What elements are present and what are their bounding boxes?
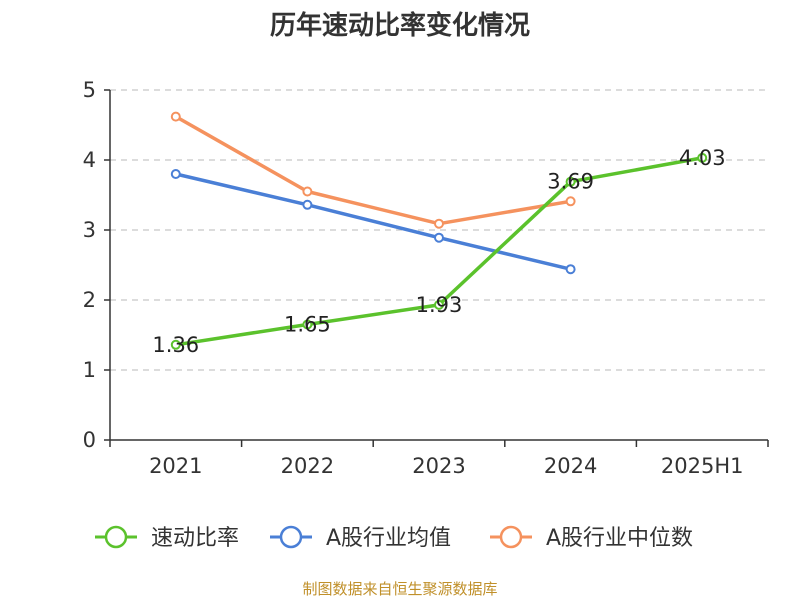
x-tick-label-2023: 2023: [412, 454, 465, 478]
legend-item-2: A股行业中位数: [490, 525, 693, 551]
point-s0-2023: [434, 299, 444, 310]
legend-label: A股行业中位数: [546, 526, 693, 551]
point-s2-2023: [434, 218, 444, 229]
x-tick-label-2024: 2024: [544, 454, 597, 478]
x-tick-label-2025H1: 2025H1: [661, 454, 744, 478]
data-label-2021: 1.36: [152, 333, 199, 357]
point-s1-2022: [302, 199, 313, 210]
y-tick-label-3: 3: [83, 218, 96, 242]
y-tick-label-0: 0: [83, 428, 96, 452]
y-tick-label-5: 5: [83, 78, 96, 102]
legend-label: 速动比率: [151, 526, 239, 551]
data-label-2024: 3.69: [547, 170, 594, 194]
legend-marker: [279, 525, 303, 549]
legend-marker: [104, 525, 128, 549]
point-s1-2021: [170, 169, 181, 179]
y-tick-label-2: 2: [83, 288, 96, 312]
legend-item-0: 速动比率: [95, 525, 239, 551]
y-tick-label-4: 4: [83, 148, 96, 172]
grid-lines: [110, 89, 768, 371]
point-s1-2023: [434, 232, 444, 243]
source-note: 制图数据来自恒生聚源数据库: [302, 580, 497, 598]
data-label-2022: 1.65: [284, 313, 331, 337]
legend-item-1: A股行业均值: [270, 525, 451, 551]
point-s0-2025H1: [697, 152, 708, 163]
point-s2-2022: [302, 186, 313, 197]
legend-label: A股行业均值: [326, 526, 451, 551]
legend: 速动比率 A股行业均值 A股行业中位数: [95, 525, 693, 551]
chart-title: 历年速动比率变化情况: [270, 10, 530, 41]
series-layer: [170, 111, 708, 350]
x-tick-label-2021: 2021: [149, 454, 202, 478]
point-s2-2024: [565, 196, 576, 207]
axes: 0 1 2 3 4 5 2021 2022 2023 2024 2025H1: [83, 78, 769, 478]
data-label-2025H1: 4.03: [679, 146, 726, 170]
legend-marker: [499, 525, 523, 549]
x-tick-label-2022: 2022: [281, 454, 334, 478]
point-s0-2024: [565, 176, 576, 187]
data-labels: 1.36 1.65 1.93 3.69 4.03: [152, 146, 725, 357]
data-label-2023: 1.93: [416, 293, 463, 317]
y-tick-label-1: 1: [83, 358, 96, 382]
series-line-2: [174, 114, 573, 226]
series-line-1: [174, 172, 573, 271]
point-s2-2021: [170, 111, 181, 122]
point-s0-2021: [170, 339, 181, 350]
point-s0-2022: [302, 319, 313, 330]
point-s1-2024: [565, 264, 576, 275]
